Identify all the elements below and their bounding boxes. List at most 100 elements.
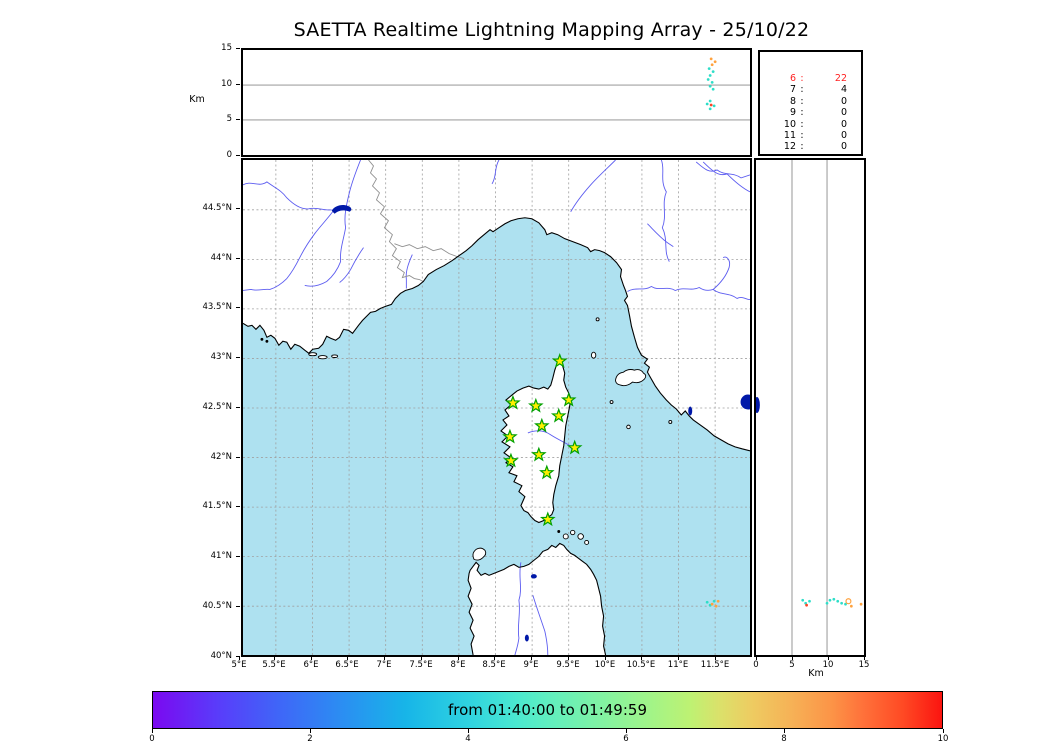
lat-tick-label: 43.5°N [202, 302, 232, 312]
rivers [243, 160, 750, 655]
altitude-longitude-plot [243, 57, 750, 121]
lon-tick-mark [239, 656, 240, 660]
altitude-tick-mark [236, 155, 240, 156]
lightning-points-map [705, 599, 720, 608]
colorbar-tick-label: 2 [307, 734, 313, 744]
altitude-tick-mark [864, 656, 865, 660]
lightning-point [708, 74, 712, 77]
lat-tick-label: 41.5°N [202, 501, 232, 511]
lon-tick-mark [568, 656, 569, 660]
figure-title: SAETTA Realtime Lightning Mapping Array … [293, 19, 810, 41]
lightning-point [707, 67, 711, 71]
sardinia-lake [530, 574, 537, 579]
hyeres-island [308, 352, 318, 357]
orbetello-lagoon [688, 406, 693, 416]
colorbar-tick-label: 6 [623, 734, 629, 744]
stats-cell: : [800, 84, 804, 96]
colorbar-tick-label: 0 [149, 734, 155, 744]
lightning-point [825, 601, 829, 605]
colorbar-tick-label: 10 [937, 734, 949, 744]
lat-tick-label: 40°N [210, 651, 232, 661]
altitude-tick-label: 0 [226, 150, 232, 160]
lightning-point [709, 57, 713, 61]
altitude-tick-label: 10 [822, 660, 834, 670]
lightning-point [706, 78, 710, 81]
lat-tick-mark [236, 506, 240, 507]
lat-tick-mark [236, 656, 240, 657]
colorbar-tick-mark [943, 729, 944, 733]
lightning-point [710, 81, 714, 84]
stats-cell: : [800, 141, 804, 153]
colorbar: from 01:40:00 to 01:49:59 [152, 691, 943, 729]
gorgona-island [595, 317, 600, 322]
colorbar-tick-label: 8 [781, 734, 787, 744]
map-panel [241, 158, 752, 657]
lightning-point [716, 599, 720, 603]
asinara-island [472, 547, 487, 561]
altitude-tick-label: 15 [858, 660, 870, 670]
lightning-point [710, 63, 714, 67]
lightning-point [714, 604, 718, 608]
caprera-island [577, 533, 584, 540]
lon-tick-mark [458, 656, 459, 660]
blue-marker [740, 394, 750, 410]
lightning-point [708, 107, 712, 111]
lon-tick-label: 11°E [667, 660, 689, 670]
mainland-landmass [243, 160, 750, 451]
lat-tick-label: 44°N [210, 253, 232, 263]
stats-row: 7: 4 [760, 84, 861, 95]
giglio-island [668, 419, 673, 424]
lat-tick-mark [236, 407, 240, 408]
lightning-point [808, 599, 811, 603]
lightning-point [859, 602, 863, 606]
altitude-tick-label: 15 [221, 43, 232, 53]
colorbar-tick-mark [626, 729, 627, 733]
lat-tick-mark [236, 606, 240, 607]
stats-row: 10: 0 [760, 119, 861, 130]
maddalena-island [562, 533, 569, 540]
stats-cell: 22 [834, 73, 847, 84]
stats-cell: : [800, 130, 804, 142]
montecristo-island [626, 424, 631, 430]
lon-tick-mark [715, 656, 716, 660]
lon-tick-mark [531, 656, 532, 660]
lightning-points-altitude-longitude [705, 57, 717, 111]
lon-tick-mark [494, 656, 495, 660]
lightning-point [845, 598, 852, 605]
lon-tick-label: 9°E [523, 660, 539, 670]
lon-tick-label: 10°E [594, 660, 616, 670]
stats-cell: 7 [789, 84, 796, 96]
colorbar-tick-label: 4 [465, 734, 471, 744]
altitude-tick-mark [236, 48, 240, 49]
lightning-point [705, 600, 709, 604]
hyeres-island [331, 354, 339, 358]
lat-tick-label: 40.5°N [202, 601, 232, 611]
lightning-point [832, 597, 836, 601]
lon-tick-label: 6°E [303, 660, 319, 670]
stats-cell: : [800, 73, 804, 84]
sardinia-island [468, 543, 606, 655]
altitude-tick-label: 5 [226, 114, 232, 124]
stats-cell: : [800, 107, 804, 119]
lon-tick-label: 5°E [231, 660, 247, 670]
lon-tick-label: 11.5°E [700, 660, 730, 670]
lon-tick-label: 8°E [450, 660, 466, 670]
lon-tick-label: 7°E [376, 660, 392, 670]
stats-row: 8: 0 [760, 96, 861, 107]
lat-tick-mark [236, 556, 240, 557]
stats-cell: 0 [840, 130, 847, 142]
lat-tick-mark [236, 208, 240, 209]
altitude-tick-mark [236, 84, 240, 85]
colorbar-tick-mark [784, 729, 785, 733]
altitude-tick-mark [236, 119, 240, 120]
lightning-point [801, 598, 805, 602]
stats-cell: 0 [840, 95, 847, 107]
elba-island [615, 369, 647, 387]
marseille-islet [260, 337, 264, 341]
stats-row: 12: 0 [760, 141, 861, 152]
altitude-tick-mark [828, 656, 829, 660]
stats-cell: 0 [840, 141, 847, 153]
lon-tick-mark [311, 656, 312, 660]
lon-tick-label: 6.5°E [335, 660, 359, 670]
